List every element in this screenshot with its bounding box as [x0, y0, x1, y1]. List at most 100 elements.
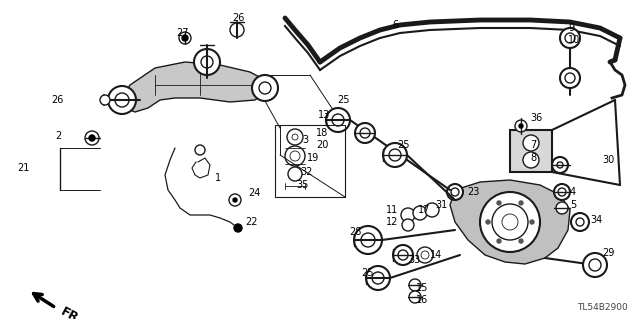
Circle shape — [360, 128, 370, 138]
Circle shape — [565, 73, 575, 83]
Text: 21: 21 — [18, 163, 30, 173]
Text: 34: 34 — [590, 215, 602, 225]
Text: 17: 17 — [418, 205, 430, 215]
Text: 26: 26 — [51, 95, 63, 105]
Text: 7: 7 — [530, 140, 536, 150]
Polygon shape — [450, 180, 570, 264]
Circle shape — [497, 201, 501, 205]
Text: 10: 10 — [568, 35, 580, 45]
Text: 18: 18 — [316, 128, 328, 138]
Text: 25: 25 — [362, 268, 374, 278]
Circle shape — [194, 49, 220, 75]
Circle shape — [361, 233, 375, 247]
Circle shape — [552, 157, 568, 173]
Text: 20: 20 — [316, 140, 328, 150]
Text: 33: 33 — [408, 255, 420, 265]
Text: TL54B2900: TL54B2900 — [577, 303, 628, 312]
Circle shape — [355, 123, 375, 143]
Circle shape — [201, 56, 213, 68]
Circle shape — [556, 202, 568, 214]
Text: 19: 19 — [307, 153, 319, 163]
Text: 13: 13 — [317, 110, 330, 120]
Circle shape — [332, 114, 344, 126]
Circle shape — [523, 135, 539, 151]
Circle shape — [523, 152, 539, 168]
Text: 1: 1 — [215, 173, 221, 183]
Text: FR.: FR. — [58, 305, 84, 319]
Circle shape — [179, 32, 191, 44]
Text: 22: 22 — [245, 217, 257, 227]
Text: 32: 32 — [300, 167, 312, 177]
Circle shape — [233, 198, 237, 202]
Circle shape — [285, 146, 305, 166]
Circle shape — [229, 194, 241, 206]
Circle shape — [401, 208, 415, 222]
Circle shape — [417, 247, 433, 263]
Circle shape — [497, 239, 501, 243]
Circle shape — [519, 201, 523, 205]
Circle shape — [409, 279, 421, 291]
Text: 29: 29 — [602, 248, 614, 258]
Bar — [275, 125, 345, 197]
Text: 35: 35 — [296, 180, 308, 190]
Circle shape — [108, 86, 136, 114]
Circle shape — [252, 75, 278, 101]
Circle shape — [326, 108, 350, 132]
Circle shape — [447, 184, 463, 200]
Text: 11: 11 — [386, 205, 398, 215]
Circle shape — [560, 28, 580, 48]
Text: 28: 28 — [349, 227, 362, 237]
Circle shape — [425, 203, 439, 217]
Circle shape — [383, 143, 407, 167]
Circle shape — [519, 239, 523, 243]
Text: 15: 15 — [416, 283, 428, 293]
Circle shape — [354, 226, 382, 254]
Circle shape — [451, 188, 459, 196]
Circle shape — [292, 134, 298, 140]
Text: 4: 4 — [570, 187, 576, 197]
Text: 23: 23 — [467, 187, 479, 197]
Text: 16: 16 — [416, 295, 428, 305]
Circle shape — [182, 35, 188, 41]
Circle shape — [389, 149, 401, 161]
Circle shape — [557, 162, 563, 168]
Text: 31: 31 — [435, 200, 447, 210]
Text: 25: 25 — [397, 140, 410, 150]
Polygon shape — [122, 62, 268, 112]
Circle shape — [558, 188, 566, 196]
Text: 27: 27 — [176, 28, 189, 38]
Text: 24: 24 — [248, 188, 260, 198]
Text: 14: 14 — [430, 250, 442, 260]
Circle shape — [413, 206, 427, 220]
Circle shape — [571, 213, 589, 231]
Text: 6: 6 — [392, 20, 398, 30]
Circle shape — [398, 250, 408, 260]
Circle shape — [393, 245, 413, 265]
Circle shape — [486, 220, 490, 224]
Text: 25: 25 — [337, 95, 349, 105]
Circle shape — [402, 219, 414, 231]
Circle shape — [480, 192, 540, 252]
Circle shape — [515, 120, 527, 132]
Circle shape — [560, 68, 580, 88]
Circle shape — [372, 272, 384, 284]
Text: 26: 26 — [232, 13, 244, 23]
Circle shape — [234, 224, 242, 232]
Text: 2: 2 — [56, 131, 62, 141]
Bar — [510, 130, 552, 172]
Circle shape — [565, 33, 575, 43]
Circle shape — [195, 145, 205, 155]
Circle shape — [288, 167, 302, 181]
Text: 3: 3 — [302, 135, 308, 145]
Circle shape — [502, 214, 518, 230]
Text: 5: 5 — [570, 200, 576, 210]
Text: 9: 9 — [568, 23, 574, 33]
Text: 30: 30 — [602, 155, 614, 165]
Text: 8: 8 — [530, 153, 536, 163]
Circle shape — [290, 151, 300, 161]
Circle shape — [589, 259, 601, 271]
Circle shape — [259, 82, 271, 94]
Circle shape — [530, 220, 534, 224]
Circle shape — [287, 129, 303, 145]
Circle shape — [366, 266, 390, 290]
